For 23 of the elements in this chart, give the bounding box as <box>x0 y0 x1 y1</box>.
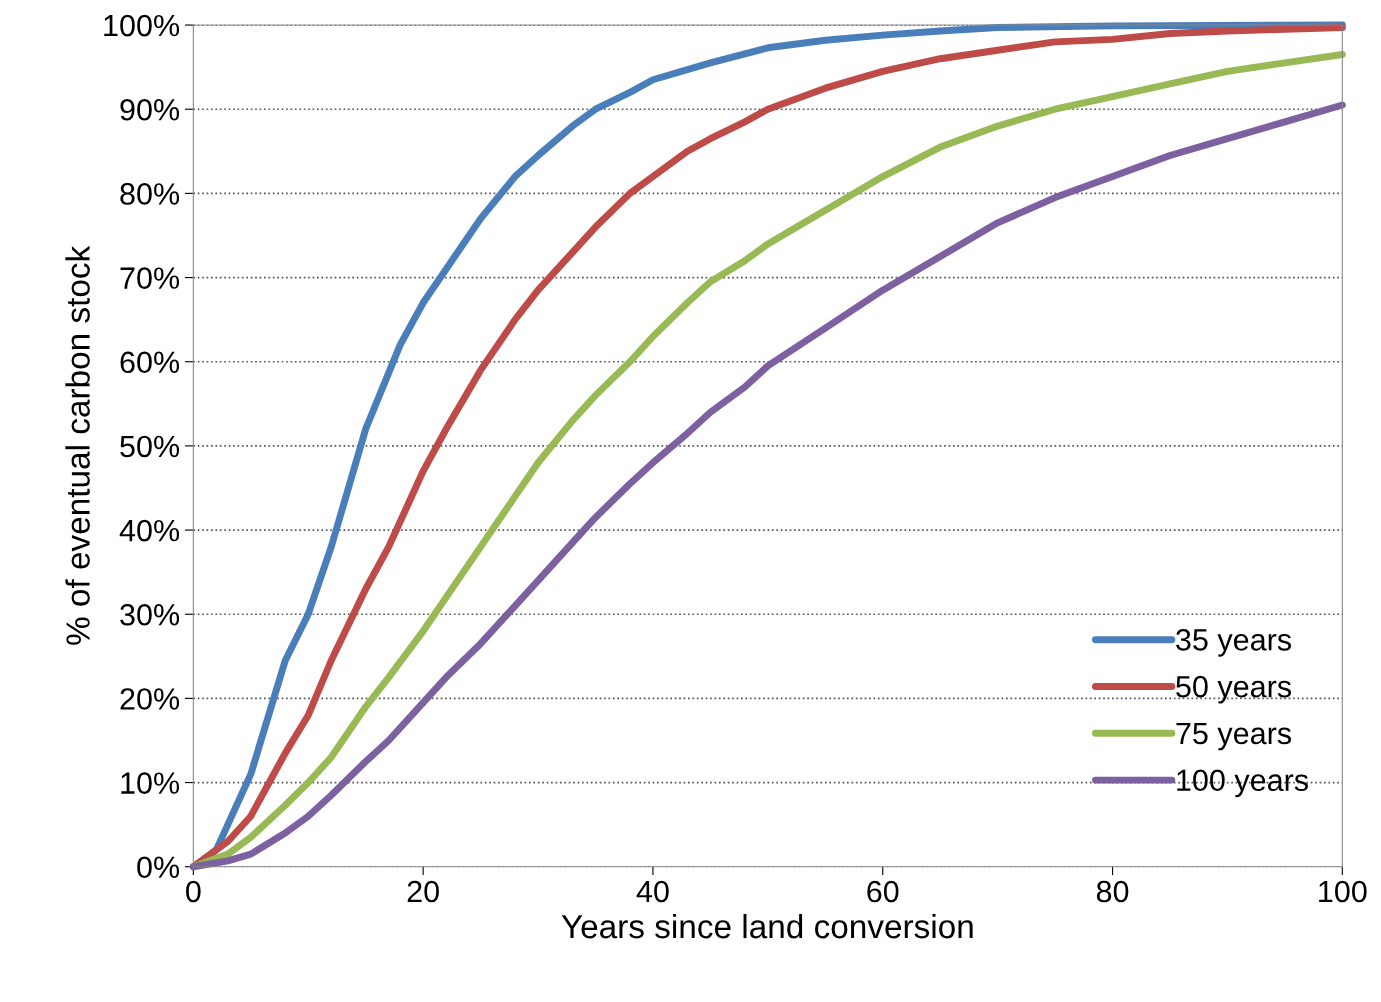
y-tick-label: 50% <box>120 435 180 458</box>
y-axis-title: % of eventual carbon stock <box>65 245 90 645</box>
x-tick-label: 0 <box>186 880 201 903</box>
legend-label: 75 years <box>1176 722 1291 751</box>
x-tick-label: 40 <box>636 880 669 903</box>
x-tick-label: 100 <box>1319 880 1367 903</box>
y-tick-label: 40% <box>119 519 180 542</box>
x-tick-label: 20 <box>407 880 439 903</box>
y-tick-label: 90% <box>120 98 180 121</box>
y-tick-label: 70% <box>120 267 180 289</box>
x-axis-title: Years since land conversion <box>561 913 973 939</box>
legend-label: 50 years <box>1176 675 1291 704</box>
x-tick-label: 80 <box>1096 880 1129 903</box>
y-tick-label: 10% <box>121 772 180 794</box>
legend-label: 35 years <box>1176 629 1291 657</box>
y-tick-label: 30% <box>120 603 180 626</box>
y-tick-label: 100% <box>104 14 180 37</box>
y-tick-label: 20% <box>120 688 180 710</box>
x-tick-label: 60 <box>867 880 899 903</box>
legend-label: 100 years <box>1177 769 1308 798</box>
y-tick-label: 60% <box>120 351 180 374</box>
y-tick-label: 0% <box>137 856 180 879</box>
y-tick-label: 80% <box>120 183 180 205</box>
